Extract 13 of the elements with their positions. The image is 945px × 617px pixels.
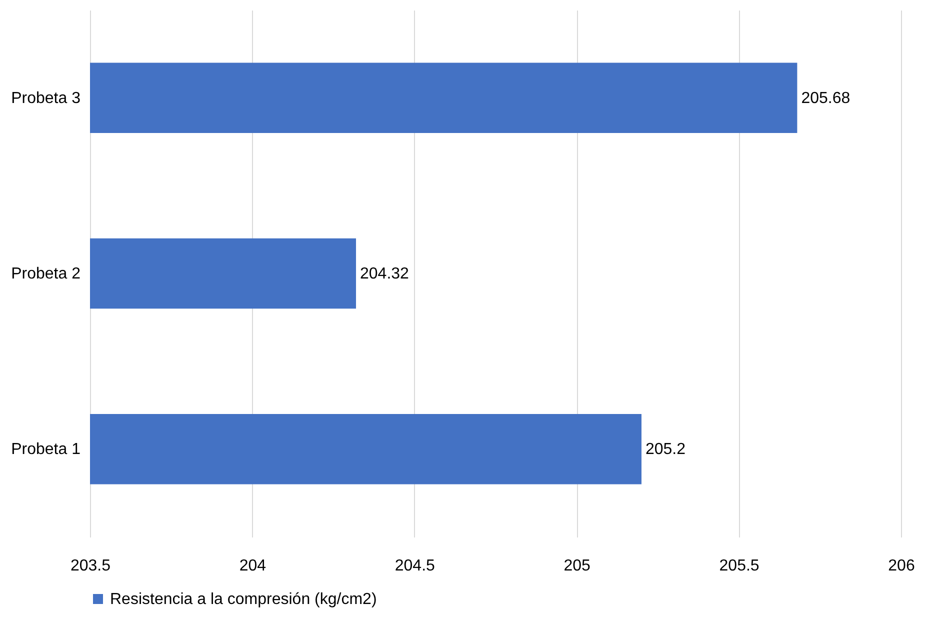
legend-label: Resistencia a la compresión (kg/cm2) xyxy=(110,591,377,608)
y-tick-label: Probeta 2 xyxy=(11,266,81,282)
x-tick-label: 203.5 xyxy=(70,558,111,574)
data-label: 205.68 xyxy=(801,90,850,107)
data-label: 205.2 xyxy=(645,441,686,458)
x-tick-label: 205.5 xyxy=(719,558,760,574)
y-tick-label: Probeta 1 xyxy=(11,441,81,458)
data-label: 204.32 xyxy=(360,266,410,282)
x-tick-label: 204.5 xyxy=(394,558,436,574)
x-tick-label: 205 xyxy=(564,558,591,574)
y-tick-label: Probeta 3 xyxy=(11,90,81,107)
x-tick-label: 204 xyxy=(239,558,266,574)
x-tick-label: 206 xyxy=(888,558,915,574)
